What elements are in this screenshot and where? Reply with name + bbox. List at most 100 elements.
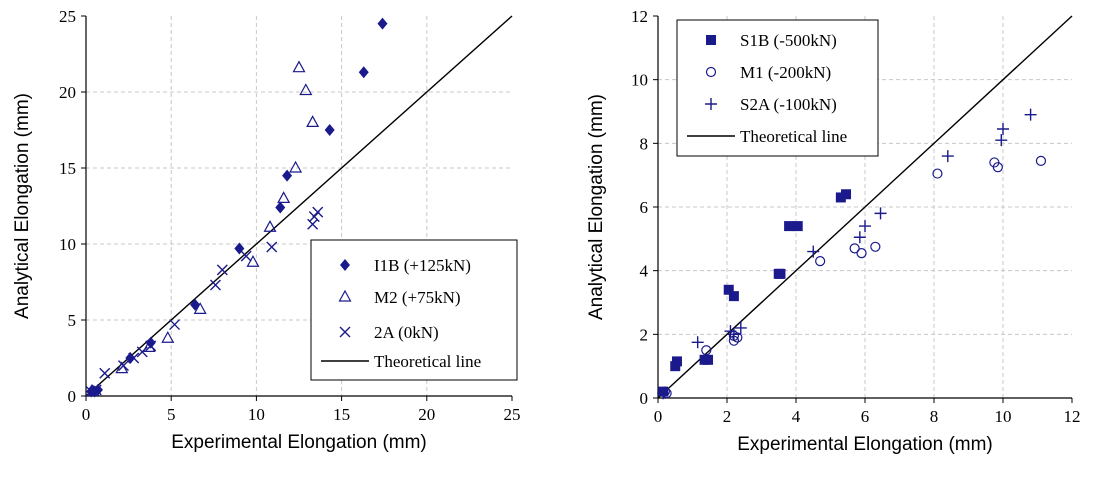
triangle-data-point <box>277 191 291 203</box>
legend-plus-swatch <box>705 98 717 110</box>
theoretical-line <box>85 15 513 397</box>
square-data-point <box>728 291 739 302</box>
legend-label: 2A (0kN) <box>374 323 439 342</box>
square-data-point <box>792 221 803 232</box>
circle-data-point <box>659 386 671 397</box>
legend-label: Theoretical line <box>740 127 847 146</box>
left-scatter-chart: 0 5 10 15 20 25 0 5 10 15 20 25 Experimental Elongat… <box>12 7 521 453</box>
plus-data-point <box>874 207 887 220</box>
legend-diamond-swatch <box>340 259 350 271</box>
cross-data-point <box>145 340 157 352</box>
x-tick-label: 4 <box>792 407 801 426</box>
triangle-data-point <box>292 60 306 73</box>
y-tick-label: 4 <box>640 262 649 281</box>
y-tick-label: 8 <box>640 134 649 153</box>
x-axis-title: Experimental Elongation (mm) <box>171 432 427 453</box>
x-tick-label: 25 <box>504 405 521 424</box>
plus-data-point <box>691 336 704 349</box>
y-tick-label: 25 <box>59 7 76 26</box>
plus-data-point <box>807 245 820 258</box>
x-tick-label: 0 <box>82 405 91 424</box>
right-scatter-chart: 0 2 4 6 8 10 12 0 2 4 6 8 10 12 Experimental Elongatio… <box>586 7 1081 455</box>
plus-data-point <box>734 321 747 334</box>
legend-label: M2 (+75kN) <box>374 288 461 307</box>
diamond-data-point <box>145 336 156 349</box>
triangle-data-point <box>161 330 175 343</box>
y-tick-label: 10 <box>59 235 76 254</box>
triangle-data-point <box>115 361 129 374</box>
cross-data-point <box>136 346 148 358</box>
square-data-point <box>723 284 734 295</box>
cross-data-point <box>210 279 221 291</box>
legend-cross-swatch <box>339 326 351 338</box>
circle-data-point <box>701 345 712 356</box>
legend-label: S2A (-100kN) <box>740 95 837 114</box>
triangle-data-point <box>289 160 303 173</box>
square-data-point <box>841 189 852 200</box>
y-tick-label: 15 <box>59 159 76 178</box>
x-tick-label: 5 <box>167 405 176 424</box>
x-tick-label: 15 <box>333 405 350 424</box>
cross-data-point <box>266 241 278 253</box>
cross-data-point <box>312 206 324 218</box>
square-data-point <box>835 192 846 203</box>
x-tick-label: 8 <box>930 407 939 426</box>
cross-data-point <box>216 264 228 276</box>
x-tick-label: 2 <box>723 407 732 426</box>
legend-circle-swatch <box>705 66 717 78</box>
circle-data-point <box>992 162 1003 173</box>
plus-data-point <box>859 220 871 233</box>
plus-data-point <box>1024 108 1037 121</box>
triangle-data-point <box>299 83 313 96</box>
x-axis-title: Experimental Elongation (mm) <box>737 434 993 455</box>
legend-label: Theoretical line <box>374 352 481 371</box>
legend-label: I1B (+125kN) <box>374 256 471 275</box>
y-tick-label: 20 <box>59 83 76 102</box>
circle-data-point <box>732 332 743 343</box>
plus-data-point <box>941 150 954 163</box>
y-tick-label: 2 <box>640 325 649 344</box>
y-axis-title: Analytical Elongation (mm) <box>586 94 607 320</box>
diamond-data-point <box>324 124 335 136</box>
x-tick-label: 10 <box>248 405 265 424</box>
y-tick-label: 10 <box>631 71 648 90</box>
diamond-data-point <box>377 17 388 30</box>
plus-data-point <box>727 328 740 341</box>
cross-data-point <box>99 367 111 379</box>
cross-data-point <box>90 384 102 396</box>
plus-data-point <box>995 134 1008 147</box>
triangle-data-point <box>263 220 277 232</box>
circle-data-point <box>932 168 943 179</box>
y-tick-label: 0 <box>640 389 649 408</box>
cross-data-point <box>117 360 129 372</box>
x-tick-label: 0 <box>654 407 663 426</box>
diamond-data-point <box>275 201 286 214</box>
x-tick-label: 20 <box>418 405 435 424</box>
y-tick-label: 12 <box>631 7 648 26</box>
cross-data-point <box>240 250 252 262</box>
square-data-point <box>671 356 682 367</box>
legend-label: M1 (-200kN) <box>740 63 831 82</box>
plus-data-point <box>997 123 1009 136</box>
triangle-data-point <box>246 254 260 267</box>
circle-data-point <box>1035 155 1047 166</box>
legend-label: S1B (-500kN) <box>740 31 837 50</box>
circle-data-point <box>870 241 881 252</box>
square-data-point <box>703 354 714 365</box>
triangle-data-point <box>306 115 320 128</box>
legend-triangle-swatch <box>338 289 352 302</box>
y-tick-label: 0 <box>68 387 77 406</box>
circle-data-point <box>856 248 867 259</box>
plus-data-point <box>853 231 866 244</box>
circle-data-point <box>849 243 860 254</box>
theoretical-line <box>657 15 1073 399</box>
legend-square-swatch <box>706 35 716 45</box>
legend-box <box>676 19 879 157</box>
cross-data-point <box>308 211 320 223</box>
square-data-point <box>784 221 795 232</box>
x-tick-label: 12 <box>1064 407 1081 426</box>
x-tick-label: 10 <box>995 407 1012 426</box>
triangle-data-point <box>193 302 207 314</box>
x-tick-label: 6 <box>861 407 870 426</box>
